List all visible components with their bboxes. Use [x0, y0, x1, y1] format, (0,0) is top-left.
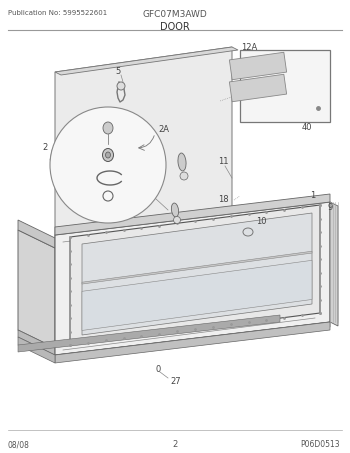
Text: 40: 40 [302, 124, 313, 132]
Polygon shape [18, 337, 55, 363]
Text: 2A: 2A [158, 125, 169, 135]
Ellipse shape [172, 203, 178, 217]
Polygon shape [18, 315, 280, 352]
Text: 12A: 12A [241, 43, 257, 53]
Text: 9: 9 [328, 202, 333, 212]
Polygon shape [70, 205, 320, 345]
Text: 2: 2 [172, 440, 177, 449]
Text: 11: 11 [218, 158, 229, 167]
Text: 0: 0 [156, 366, 161, 375]
Polygon shape [330, 202, 338, 326]
Polygon shape [55, 322, 330, 363]
Circle shape [180, 172, 188, 180]
Polygon shape [82, 213, 312, 335]
Polygon shape [82, 260, 312, 330]
Polygon shape [229, 52, 287, 80]
Polygon shape [55, 47, 232, 248]
Polygon shape [55, 194, 330, 235]
Text: 1: 1 [310, 192, 315, 201]
Polygon shape [55, 202, 330, 355]
Polygon shape [55, 47, 238, 75]
Circle shape [117, 82, 125, 90]
Polygon shape [82, 251, 312, 284]
Polygon shape [55, 322, 330, 360]
Text: DOOR: DOOR [160, 22, 190, 32]
Text: Publication No: 5995522601: Publication No: 5995522601 [8, 10, 107, 16]
Polygon shape [229, 74, 287, 102]
Text: 18: 18 [218, 196, 229, 204]
Text: 2: 2 [42, 144, 47, 153]
Bar [240, 50, 330, 122]
Circle shape [50, 107, 166, 223]
Polygon shape [18, 220, 55, 248]
Text: 27: 27 [170, 377, 181, 386]
Ellipse shape [105, 152, 111, 158]
Ellipse shape [103, 149, 113, 162]
Text: GFC07M3AWD: GFC07M3AWD [143, 10, 207, 19]
Text: 08/08: 08/08 [8, 440, 30, 449]
Circle shape [174, 217, 181, 223]
Polygon shape [18, 330, 55, 355]
Polygon shape [18, 230, 55, 348]
Text: 10: 10 [256, 217, 266, 226]
Ellipse shape [103, 122, 113, 134]
Text: 5: 5 [115, 67, 120, 77]
Ellipse shape [178, 153, 186, 171]
Text: P06D0513: P06D0513 [300, 440, 340, 449]
